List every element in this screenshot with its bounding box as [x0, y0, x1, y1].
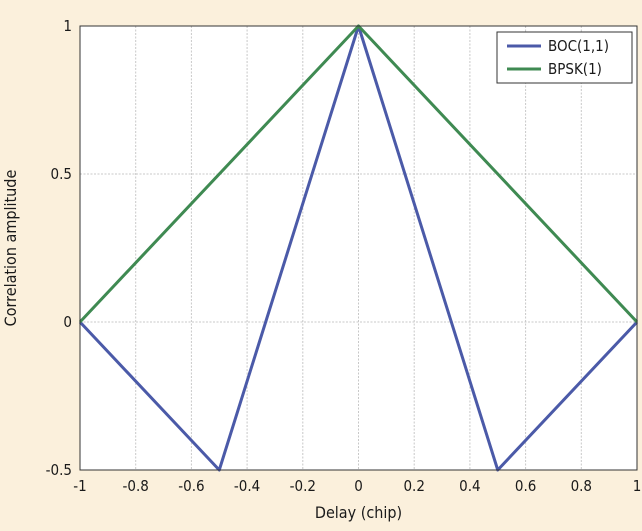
x-tick-label: 0.8: [571, 477, 592, 495]
x-tick-label: -0.4: [234, 477, 260, 495]
x-tick-label: 0: [354, 477, 363, 495]
x-tick-label: -1: [73, 477, 86, 495]
grid-lines: [80, 26, 637, 470]
x-tick-label: 0.6: [515, 477, 536, 495]
y-tick-label: 0.5: [51, 165, 72, 183]
x-tick-label: 1: [633, 477, 642, 495]
x-tick-label: -0.8: [123, 477, 149, 495]
y-tick-label: -0.5: [46, 461, 72, 479]
x-tick-label: 0.2: [403, 477, 424, 495]
plot-frame: [79, 25, 638, 471]
legend-label: BPSK(1): [548, 60, 602, 78]
legend-label: BOC(1,1): [548, 37, 609, 55]
x-tick-label: -0.6: [178, 477, 204, 495]
legend: BOC(1,1) BPSK(1): [496, 31, 633, 84]
legend-box: [496, 31, 633, 84]
y-tick-label: 1: [63, 17, 72, 35]
x-tick-label: -0.2: [290, 477, 316, 495]
y-axis-label: Correlation amplitude: [1, 170, 20, 327]
tick-labels: -1 -0.8 -0.6 -0.4 -0.2 0 0.2 0.4 0.6 0.8 1 -0.5 0 0.5…: [46, 17, 642, 495]
y-tick-label: 0: [63, 313, 72, 331]
x-axis-label: Delay (chip): [315, 503, 402, 522]
x-tick-label: 0.4: [459, 477, 480, 495]
